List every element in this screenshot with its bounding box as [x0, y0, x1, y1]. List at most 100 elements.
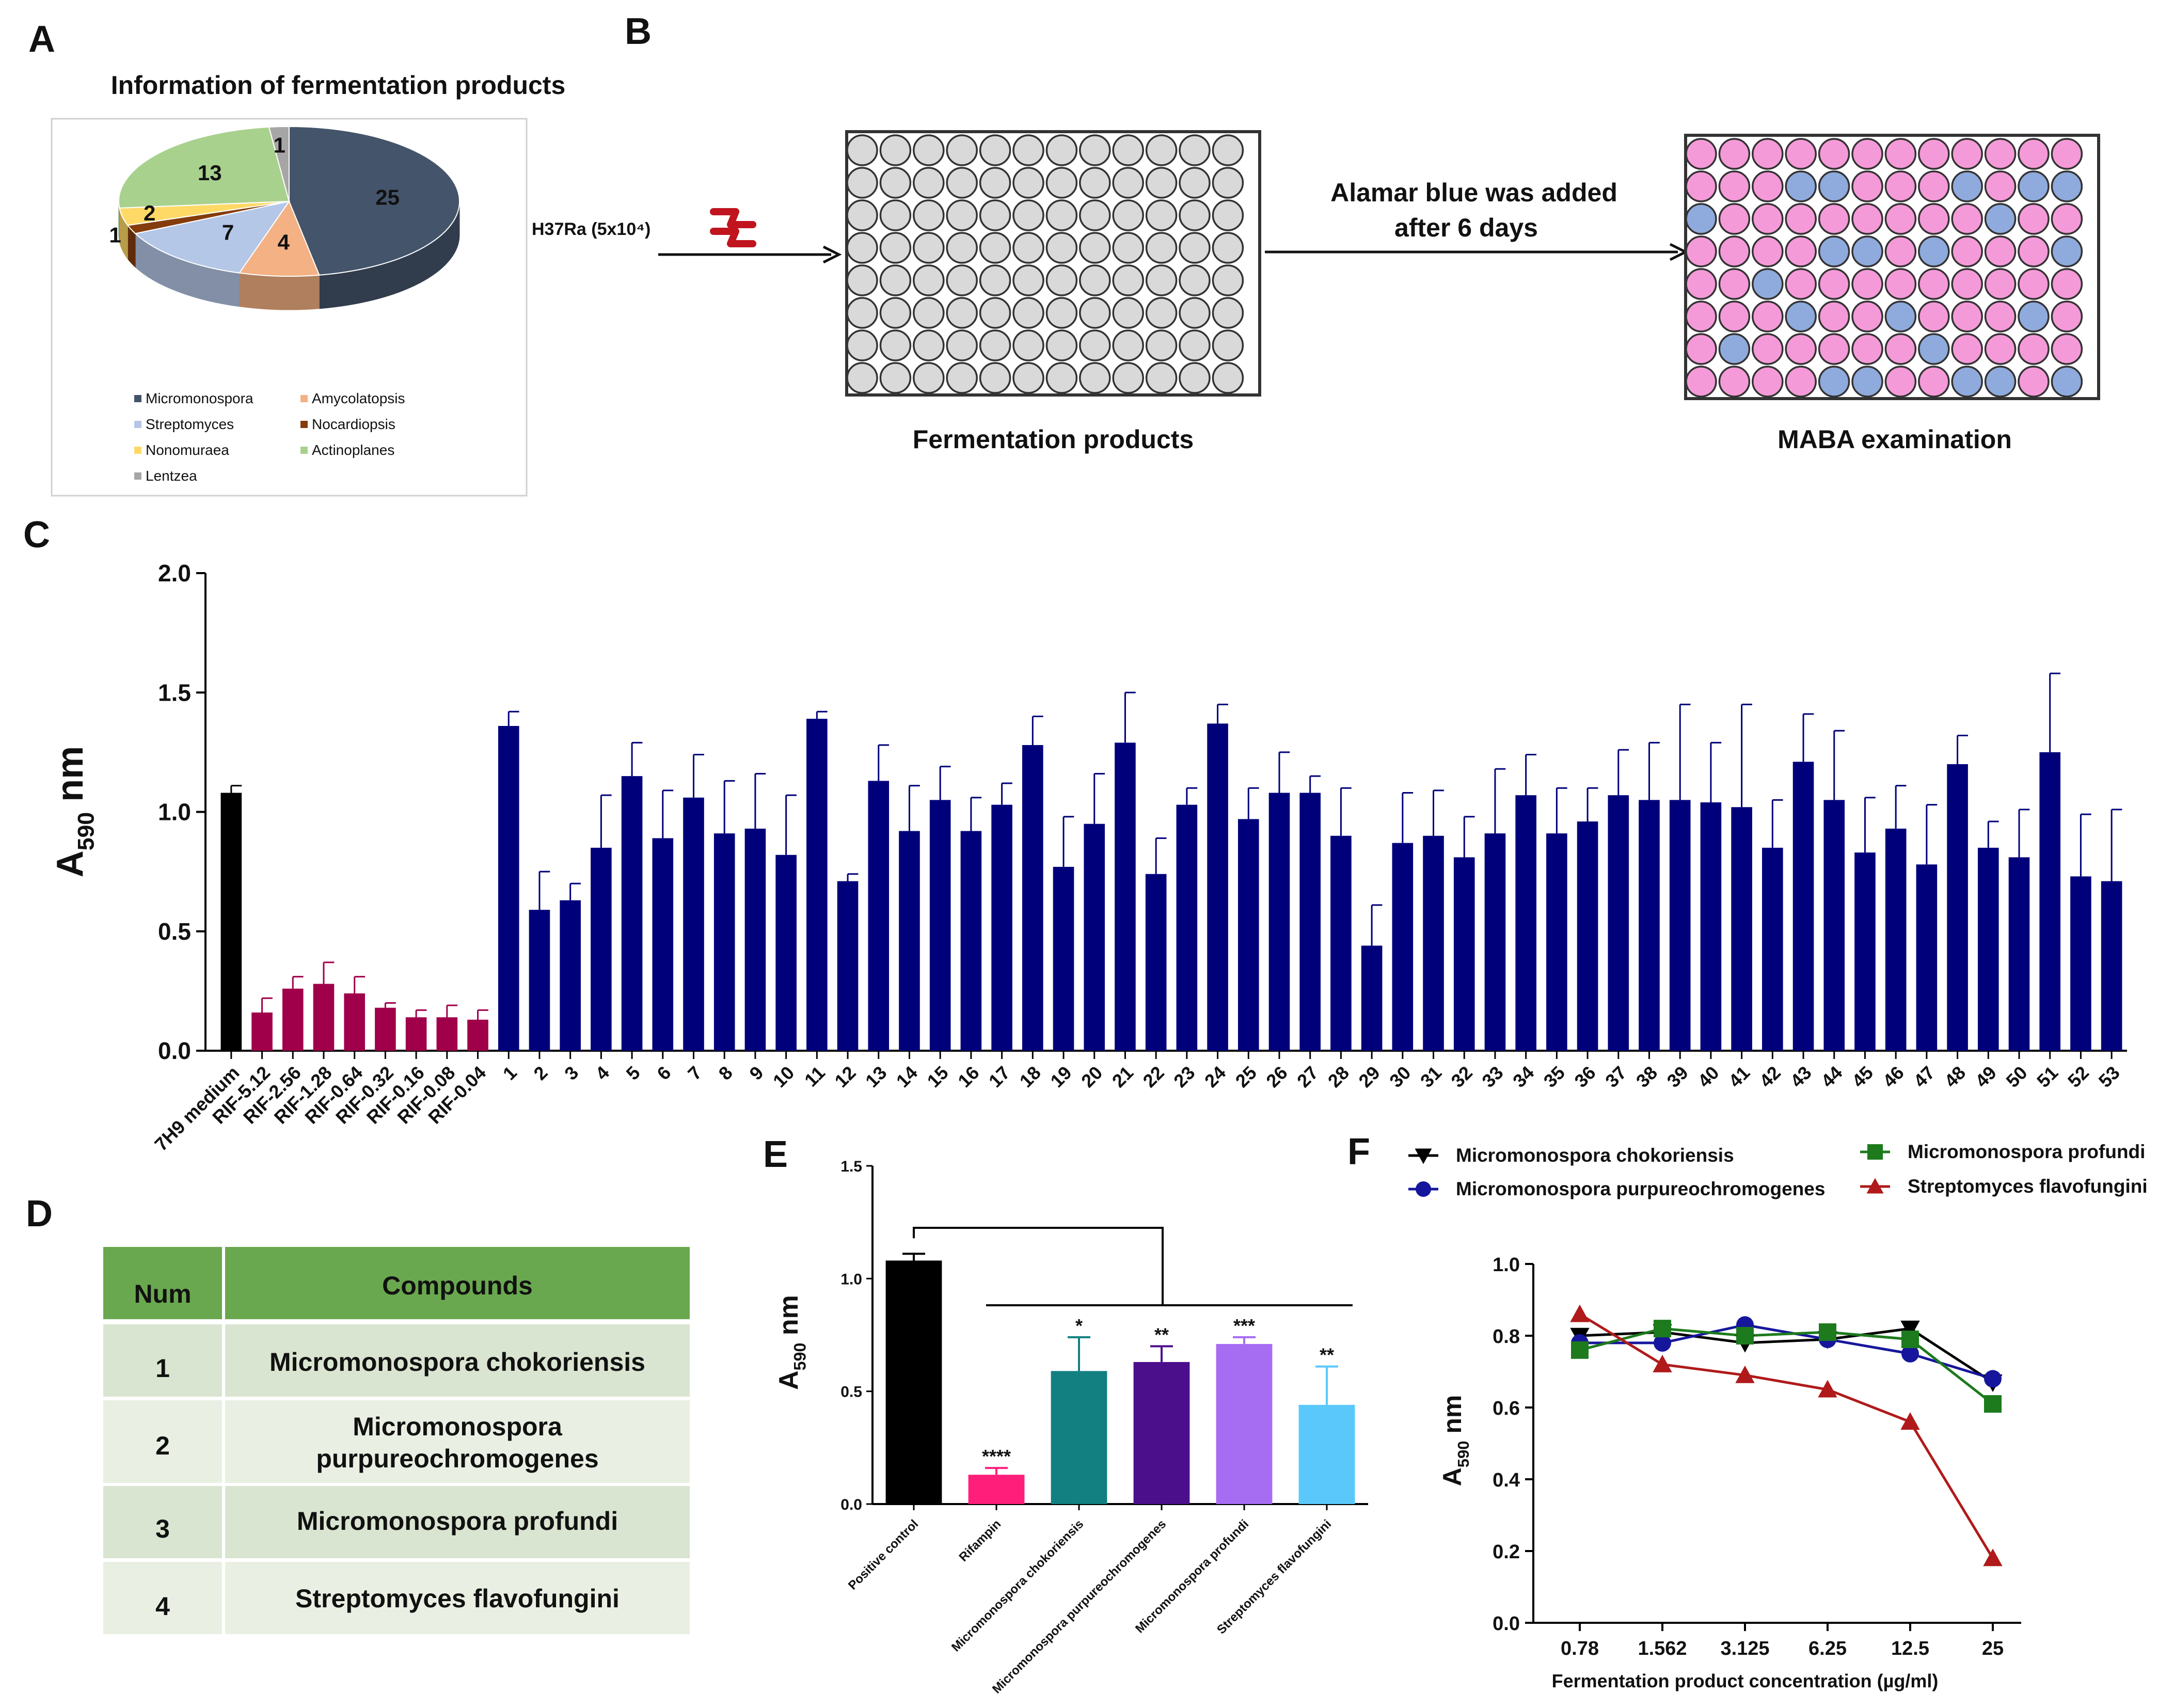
bar — [1453, 857, 1475, 1051]
significance-label: **** — [982, 1446, 1011, 1467]
bar — [2070, 876, 2091, 1051]
plate-well — [1851, 138, 1883, 170]
x-tick-label: 19 — [1046, 1062, 1075, 1092]
y-axis-title-subscript: 590 — [74, 812, 99, 850]
legend-label-amycolatopsis: Amycolatopsis — [312, 390, 405, 406]
pie-slice-streptomyces — [134, 200, 291, 274]
plate-well — [1851, 203, 1883, 235]
plate-well — [1079, 167, 1111, 199]
plate-well — [1951, 301, 1983, 333]
x-tick-label: 42 — [1755, 1062, 1785, 1092]
plate-well — [979, 297, 1011, 329]
y-axis-title-unit: nm — [50, 746, 91, 812]
panel-letter-c: C — [23, 514, 50, 556]
bar — [991, 804, 1012, 1051]
x-tick-label: 49 — [1971, 1062, 2001, 1092]
x-tick-label: Micromonospora chokoriensis — [949, 1517, 1086, 1654]
plate-well — [2051, 203, 2083, 235]
x-tick-label: 37 — [1601, 1062, 1630, 1092]
plate-well — [1951, 268, 1983, 300]
bar — [1298, 1404, 1355, 1504]
bacterium-icon — [710, 208, 756, 247]
data-point — [1901, 1345, 1919, 1363]
x-tick-label: 27 — [1293, 1062, 1322, 1092]
plate-well — [946, 329, 978, 361]
data-point — [1984, 1395, 2002, 1413]
x-tick-label: 1.562 — [1638, 1638, 1687, 1659]
bar — [1207, 723, 1228, 1051]
bar — [1978, 847, 1999, 1051]
x-tick-label: 11 — [800, 1062, 829, 1091]
plate-well — [2051, 366, 2083, 398]
y-axis-title: A590 nm — [50, 746, 99, 877]
series-line — [1580, 1323, 1993, 1380]
data-point — [1653, 1354, 1672, 1372]
table-row — [225, 1400, 690, 1483]
plate-well — [1918, 235, 1950, 267]
plate-well — [1685, 170, 1717, 202]
plate-well — [1145, 297, 1178, 329]
y-axis-title-group: A590 nm — [50, 746, 99, 877]
plate-well — [1718, 366, 1751, 398]
table-cell-num: 2 — [155, 1431, 170, 1460]
panel-letter-a: A — [28, 19, 55, 60]
bar — [929, 800, 951, 1051]
bar — [1022, 745, 1043, 1051]
legend-label: Micromonospora profundi — [1908, 1141, 2145, 1162]
x-tick-label: 13 — [861, 1062, 891, 1092]
x-tick-label: 7 — [684, 1062, 706, 1084]
plate-well — [1112, 134, 1144, 166]
plate-well — [1212, 134, 1244, 166]
x-tick-label: 47 — [1909, 1062, 1939, 1092]
plate-well — [1984, 203, 2017, 235]
plate-well — [846, 199, 878, 231]
plate-well — [1884, 366, 1917, 398]
x-tick-label: 36 — [1570, 1062, 1599, 1092]
bar — [1423, 835, 1444, 1051]
legend-swatch — [300, 395, 308, 402]
plate-well — [1179, 199, 1211, 231]
table-header-compounds-cell — [225, 1247, 690, 1319]
x-tick-label: 23 — [1169, 1062, 1199, 1092]
plate-well — [1984, 301, 2017, 333]
x-tick-label: 2 — [529, 1062, 551, 1084]
y-tick-label: 2.0 — [158, 560, 191, 587]
bar — [960, 831, 982, 1051]
significance-label: * — [1075, 1315, 1083, 1336]
bar — [1854, 852, 1876, 1051]
bar — [1762, 847, 1783, 1051]
plate-well — [913, 134, 945, 166]
plate-well — [946, 199, 978, 231]
plate-well — [1179, 329, 1211, 361]
plate-well — [2051, 235, 2083, 267]
table-cell-compound: Micromonospora profundi — [297, 1507, 618, 1536]
table-row — [225, 1486, 690, 1558]
plate-well — [2051, 333, 2083, 365]
bar — [436, 1017, 458, 1051]
plate-well — [846, 362, 878, 394]
x-tick-label: 3.125 — [1720, 1638, 1769, 1659]
bar — [1823, 800, 1845, 1051]
pie-value-label: 1 — [109, 223, 121, 247]
legend-swatch — [134, 472, 141, 480]
bar — [1051, 1371, 1107, 1504]
plate-well — [1685, 138, 1717, 170]
plate-well — [913, 199, 945, 231]
plate-well — [1212, 329, 1244, 361]
bar — [375, 1007, 396, 1051]
x-tick-label: 3 — [560, 1062, 582, 1084]
y-axis-title-subscript: 590 — [1454, 1441, 1472, 1468]
plate-well — [979, 264, 1011, 296]
plate-well — [1752, 203, 1784, 235]
table-cell-line: purpureochromogenes — [316, 1444, 598, 1473]
plate-well — [1012, 297, 1044, 329]
plate-well — [1785, 235, 1817, 267]
bar — [1484, 833, 1506, 1051]
bar — [2039, 752, 2061, 1051]
bar — [1053, 866, 1074, 1051]
x-tick-label: 32 — [1447, 1062, 1477, 1092]
table-header-num-cell — [103, 1247, 222, 1319]
y-tick-label: 0.0 — [1493, 1613, 1520, 1635]
plate-well — [1112, 329, 1144, 361]
